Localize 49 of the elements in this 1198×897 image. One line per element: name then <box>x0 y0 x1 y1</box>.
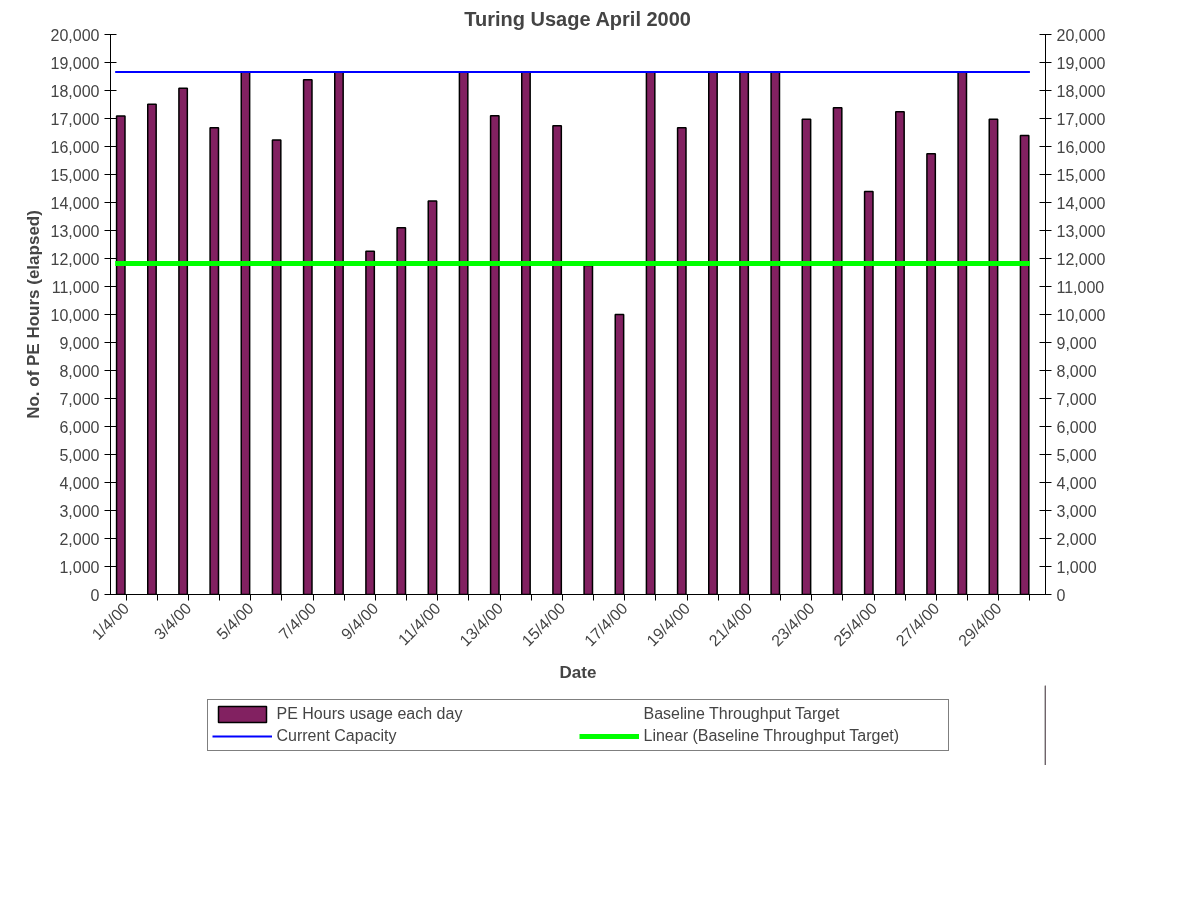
y2-tick-label: 17,000 <box>1056 110 1106 128</box>
legend-label: Current Capacity <box>276 727 398 745</box>
legend-label: PE Hours usage each day <box>276 705 464 723</box>
y-tick-label: 3,000 <box>59 502 100 520</box>
y2-tick-label: 7,000 <box>1056 390 1097 408</box>
x-axis-title: Date <box>559 663 597 683</box>
y-tick-label: 8,000 <box>59 362 100 380</box>
y2-tick-label: 2,000 <box>1056 530 1097 548</box>
y2-tick-label: 8,000 <box>1056 362 1097 380</box>
y2-tick-label: 18,000 <box>1056 82 1106 100</box>
y2-tick-label: 11,000 <box>1056 278 1105 296</box>
y2-tick-label: 14,000 <box>1056 194 1106 212</box>
y-tick-label: 19,000 <box>50 54 100 72</box>
y-tick-label: 9,000 <box>59 334 100 352</box>
y-tick-label: 18,000 <box>50 82 100 100</box>
y-tick-label: 14,000 <box>50 194 100 212</box>
y2-tick-label: 3,000 <box>1056 502 1097 520</box>
y-tick-label: 4,000 <box>59 474 100 492</box>
legend-label: Linear (Baseline Throughput Target) <box>643 727 901 745</box>
y2-tick-label: 10,000 <box>1056 306 1106 324</box>
y-tick-label: 16,000 <box>50 138 100 156</box>
chart-title: Turing Usage April 2000 <box>464 7 691 30</box>
y-tick-label: 13,000 <box>50 222 100 240</box>
y-tick-label: 7,000 <box>59 390 100 408</box>
y-tick-label: 6,000 <box>59 418 100 436</box>
y2-tick-label: 5,000 <box>1056 446 1097 464</box>
y2-tick-label: 4,000 <box>1056 474 1097 492</box>
y2-tick-label: 19,000 <box>1056 54 1106 72</box>
y2-tick-label: 9,000 <box>1056 334 1097 352</box>
y-tick-label: 5,000 <box>59 446 100 464</box>
y-tick-label: 1,000 <box>59 558 100 576</box>
y-tick-label: 2,000 <box>59 530 100 548</box>
y2-tick-label: 12,000 <box>1056 250 1106 268</box>
y-tick-label: 15,000 <box>50 166 100 184</box>
y-tick-label: 12,000 <box>50 250 100 268</box>
y2-tick-label: 1,000 <box>1056 558 1097 576</box>
y-axis-title: No. of PE Hours (elapsed) <box>23 210 43 419</box>
y-tick-label: 10,000 <box>50 306 100 324</box>
y-tick-label: 0 <box>90 586 100 604</box>
y-tick-label: 11,000 <box>51 278 100 296</box>
y-tick-label: 17,000 <box>50 110 100 128</box>
y2-tick-label: 0 <box>1056 586 1066 604</box>
y2-tick-label: 13,000 <box>1056 222 1106 240</box>
y2-tick-label: 16,000 <box>1056 138 1106 156</box>
y-tick-label: 20,000 <box>50 26 100 44</box>
text: Baseline Throughput Target <box>643 705 841 723</box>
y2-tick-label: 15,000 <box>1056 166 1106 184</box>
y2-tick-label: 6,000 <box>1056 418 1097 436</box>
y2-tick-label: 20,000 <box>1056 26 1106 44</box>
